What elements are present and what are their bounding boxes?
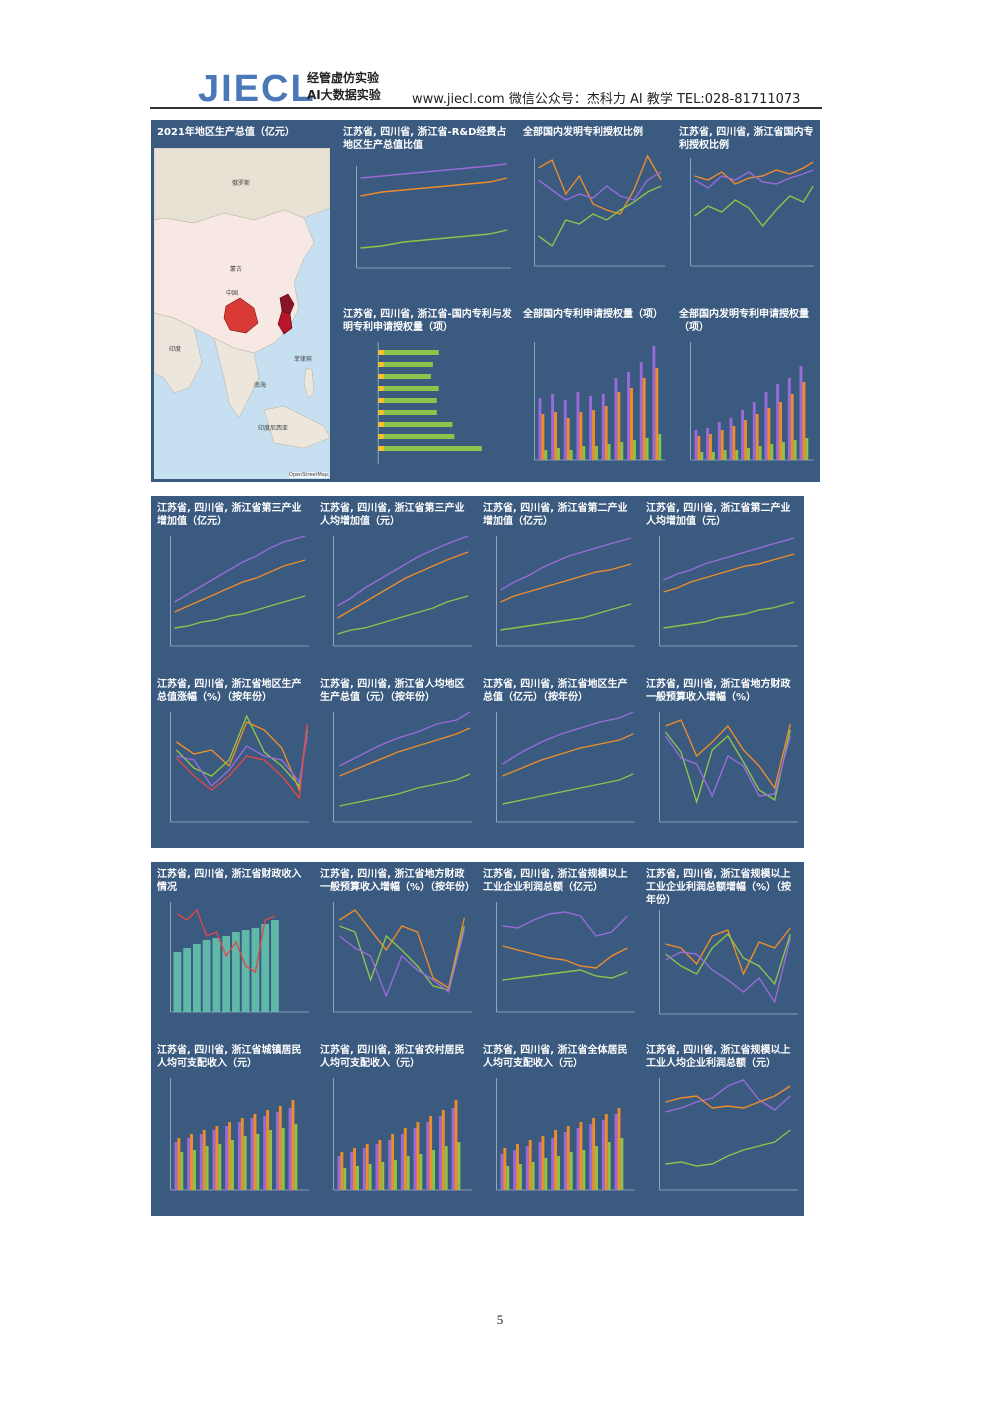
- panel-title: 全部国内专利申请授权量（项）: [523, 309, 663, 320]
- fiscal-growth-by-year-panel: 江苏省, 四川省, 浙江省地方财政一般预算收入增幅（%）（按年份）: [314, 862, 477, 1038]
- map-label-china: 中国: [226, 290, 239, 297]
- page-header: JIECL 经管虚仿实验 AI大数据实验 www.jiecl.com 微信公众号…: [150, 60, 822, 110]
- panel-title: 江苏省, 四川省, 浙江省规模以上工业企业利润总额（亿元）: [483, 869, 628, 893]
- map-label-india: 印度: [169, 346, 182, 353]
- secondary-added-panel: 江苏省, 四川省, 浙江省第二产业增加值（亿元）: [477, 496, 640, 672]
- panel-title: 江苏省, 四川省, 浙江省规模以上工业企业利润总额增幅（%）（按年份）: [646, 869, 792, 906]
- industrial-profit-growth-panel: 江苏省, 四川省, 浙江省规模以上工业企业利润总额增幅（%）（按年份）: [640, 862, 804, 1038]
- map-label-mongolia: 蒙古: [230, 266, 243, 273]
- line-chart[interactable]: [642, 1072, 802, 1214]
- invention-ratio-panel: 全部国内发明专利授权比例: [517, 120, 671, 298]
- panel-title: 江苏省, 四川省, 浙江省规模以上工业人均企业利润总额（元）: [646, 1045, 791, 1069]
- panel-title: 江苏省, 四川省, 浙江省第三产业人均增加值（元）: [320, 503, 465, 527]
- line-chart[interactable]: [479, 530, 638, 670]
- line-chart[interactable]: [675, 150, 818, 296]
- per-capita-profit-panel: 江苏省, 四川省, 浙江省规模以上工业人均企业利润总额（元）: [640, 1038, 804, 1216]
- grouped-bar-chart[interactable]: [316, 1072, 475, 1214]
- line-chart[interactable]: [642, 530, 802, 670]
- map-label-philippines: 菲律宾: [294, 356, 313, 363]
- panel-title: 江苏省, 四川省, 浙江省第三产业增加值（亿元）: [157, 503, 302, 527]
- line-chart[interactable]: [642, 904, 802, 1036]
- line-chart[interactable]: [642, 706, 802, 846]
- rd-ratio-panel: 江苏省, 四川省, 浙江省-R&D经费占地区生产总值比值: [337, 120, 517, 298]
- fiscal-growth-panel: 江苏省, 四川省, 浙江省地方财政一般预算收入增幅（%）: [640, 672, 804, 848]
- bar-line-combo-chart[interactable]: [153, 896, 312, 1036]
- panel-title: 江苏省, 四川省, 浙江省-国内专利与发明专利申请授权量（项）: [343, 309, 512, 333]
- patent-grants-bar-panel: 江苏省, 四川省, 浙江省-国内专利与发明专利申请授权量（项）: [337, 302, 517, 482]
- line-chart[interactable]: [519, 150, 669, 296]
- dashboard-rd-patents: 2021年地区生产总值（亿元） 俄罗斯 蒙古 中国 印度 南海 菲律宾 印度尼西…: [151, 120, 820, 482]
- gdp-map[interactable]: 俄罗斯 蒙古 中国 印度 南海 菲律宾 印度尼西亚 OpenStreetMap: [154, 148, 330, 479]
- panel-title: 江苏省, 四川省, 浙江省全体居民人均可支配收入（元）: [483, 1045, 628, 1069]
- per-capita-gdp-panel: 江苏省, 四川省, 浙江省人均地区生产总值（元）（按年份）: [314, 672, 477, 848]
- page-number: 5: [496, 1312, 504, 1327]
- urban-income-panel: 江苏省, 四川省, 浙江省城镇居民人均可支配收入（元）: [151, 1038, 314, 1216]
- gdp-growth-panel: 江苏省, 四川省, 浙江省地区生产总值涨幅（%）（按年份）: [151, 672, 314, 848]
- line-chart[interactable]: [153, 706, 312, 846]
- industrial-profit-panel: 江苏省, 四川省, 浙江省规模以上工业企业利润总额（亿元）: [477, 862, 640, 1038]
- line-chart[interactable]: [316, 896, 475, 1036]
- map-attribution: OpenStreetMap: [288, 472, 328, 478]
- panel-title: 江苏省, 四川省, 浙江省地区生产总值（亿元）（按年份）: [483, 679, 628, 703]
- panel-title: 江苏省, 四川省, 浙江省国内专利授权比例: [679, 127, 814, 151]
- secondary-per-capita-panel: 江苏省, 四川省, 浙江省第二产业人均增加值（元）: [640, 496, 804, 672]
- map-title: 2021年地区生产总值（亿元）: [157, 127, 295, 138]
- rural-income-panel: 江苏省, 四川省, 浙江省农村居民人均可支配收入（元）: [314, 1038, 477, 1216]
- panel-title: 全部国内发明专利授权比例: [523, 127, 643, 138]
- panel-title: 江苏省, 四川省, 浙江省财政收入情况: [157, 869, 302, 893]
- grouped-bar-chart[interactable]: [479, 1072, 638, 1214]
- map-label-sea: 南海: [254, 382, 267, 389]
- line-chart[interactable]: [153, 530, 312, 670]
- fiscal-revenue-panel: 江苏省, 四川省, 浙江省财政收入情况: [151, 862, 314, 1038]
- province-patent-ratio-panel: 江苏省, 四川省, 浙江省国内专利授权比例: [673, 120, 820, 298]
- line-chart[interactable]: [339, 156, 515, 296]
- panel-title: 江苏省, 四川省, 浙江省地区生产总值涨幅（%）（按年份）: [157, 679, 302, 703]
- header-divider: [150, 107, 822, 109]
- grouped-bar-chart[interactable]: [519, 338, 669, 480]
- horizontal-bar-chart[interactable]: [339, 338, 515, 480]
- gdp-by-year-panel: 江苏省, 四川省, 浙江省地区生产总值（亿元）（按年份）: [477, 672, 640, 848]
- line-chart[interactable]: [479, 706, 638, 846]
- all-resident-income-panel: 江苏省, 四川省, 浙江省全体居民人均可支配收入（元）: [477, 1038, 640, 1216]
- logo-subtitle: 经管虚仿实验 AI大数据实验: [307, 70, 381, 104]
- panel-title: 江苏省, 四川省, 浙江省人均地区生产总值（元）（按年份）: [320, 679, 465, 703]
- dashboard-fiscal-income: 江苏省, 四川省, 浙江省财政收入情况 江苏省, 四川省, 浙江省地方财政一般预…: [151, 862, 804, 1216]
- panel-title: 江苏省, 四川省, 浙江省-R&D经费占地区生产总值比值: [343, 127, 507, 151]
- panel-title: 江苏省, 四川省, 浙江省地方财政一般预算收入增幅（%）: [646, 679, 791, 703]
- panel-title: 全部国内发明专利申请授权量（项）: [679, 309, 809, 333]
- map-label-indonesia: 印度尼西亚: [258, 425, 289, 432]
- logo-subtitle-line1: 经管虚仿实验: [307, 71, 380, 85]
- tertiary-added-panel: 江苏省, 四川省, 浙江省第三产业增加值（亿元）: [151, 496, 314, 672]
- all-invention-grants-panel: 全部国内发明专利申请授权量（项）: [673, 302, 820, 482]
- jiecl-logo: JIECL: [198, 68, 316, 110]
- grouped-bar-chart[interactable]: [153, 1072, 312, 1214]
- panel-title: 江苏省, 四川省, 浙江省农村居民人均可支配收入（元）: [320, 1045, 465, 1069]
- line-chart[interactable]: [316, 530, 475, 670]
- map-panel: 2021年地区生产总值（亿元） 俄罗斯 蒙古 中国 印度 南海 菲律宾 印度尼西…: [151, 120, 333, 482]
- line-chart[interactable]: [479, 896, 638, 1036]
- panel-title: 江苏省, 四川省, 浙江省第二产业增加值（亿元）: [483, 503, 628, 527]
- dashboard-industry-gdp: 江苏省, 四川省, 浙江省第三产业增加值（亿元） 江苏省, 四川省, 浙江省第三…: [151, 496, 804, 848]
- all-patent-grants-panel: 全部国内专利申请授权量（项）: [517, 302, 671, 482]
- panel-title: 江苏省, 四川省, 浙江省第二产业人均增加值（元）: [646, 503, 791, 527]
- panel-title: 江苏省, 四川省, 浙江省城镇居民人均可支配收入（元）: [157, 1045, 302, 1069]
- grouped-bar-chart[interactable]: [675, 338, 818, 480]
- map-label-russia: 俄罗斯: [232, 180, 251, 187]
- tertiary-per-capita-panel: 江苏省, 四川省, 浙江省第三产业人均增加值（元）: [314, 496, 477, 672]
- logo-subtitle-line2: AI大数据实验: [307, 88, 381, 102]
- header-contact: www.jiecl.com 微信公众号：杰科力 AI 教学 TEL:028-81…: [412, 92, 801, 107]
- line-chart[interactable]: [316, 706, 475, 846]
- panel-title: 江苏省, 四川省, 浙江省地方财政一般预算收入增幅（%）（按年份）: [320, 869, 476, 893]
